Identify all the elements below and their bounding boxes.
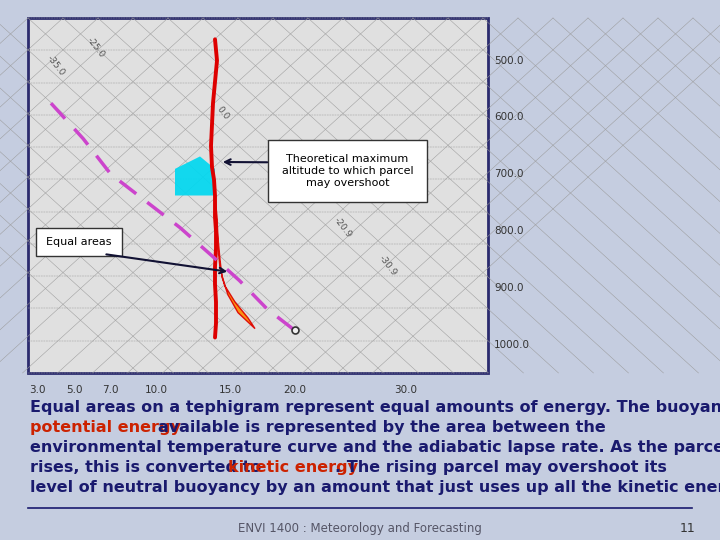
- Text: 11: 11: [679, 522, 695, 535]
- Text: . The rising parcel may overshoot its: . The rising parcel may overshoot its: [335, 460, 667, 475]
- Polygon shape: [175, 157, 215, 195]
- Text: available is represented by the area between the: available is represented by the area bet…: [158, 420, 606, 435]
- Text: Equal areas on a tephigram represent equal amounts of energy. The buoyant: Equal areas on a tephigram represent equ…: [30, 400, 720, 415]
- Text: 15.0: 15.0: [219, 385, 242, 395]
- Text: 800.0: 800.0: [494, 226, 523, 236]
- Text: -20.9: -20.9: [333, 216, 354, 240]
- Text: -25.0: -25.0: [85, 36, 107, 60]
- Text: potential energy: potential energy: [30, 420, 181, 435]
- Text: 30.0: 30.0: [394, 385, 417, 395]
- Text: -30.9: -30.9: [377, 254, 399, 278]
- FancyBboxPatch shape: [268, 140, 427, 202]
- Text: 1000.0: 1000.0: [494, 340, 530, 349]
- Text: 500.0: 500.0: [494, 56, 523, 65]
- Text: 7.0: 7.0: [102, 385, 119, 395]
- Text: 3.0: 3.0: [29, 385, 45, 395]
- Text: 10.0: 10.0: [145, 385, 168, 395]
- Text: level of neutral buoyancy by an amount that just uses up all the kinetic energy.: level of neutral buoyancy by an amount t…: [30, 480, 720, 495]
- Polygon shape: [215, 195, 255, 329]
- Text: Theoretical maximum
altitude to which parcel
may overshoot: Theoretical maximum altitude to which pa…: [282, 154, 413, 187]
- Text: -35.0: -35.0: [45, 54, 67, 78]
- Text: 700.0: 700.0: [494, 169, 523, 179]
- Text: rises, this is converted to: rises, this is converted to: [30, 460, 267, 475]
- Text: ENVI 1400 : Meteorology and Forecasting: ENVI 1400 : Meteorology and Forecasting: [238, 522, 482, 535]
- Text: 900.0: 900.0: [494, 283, 523, 293]
- Text: 600.0: 600.0: [494, 112, 523, 123]
- Bar: [28, 18, 488, 373]
- Text: kinetic energy: kinetic energy: [228, 460, 358, 475]
- Text: 20.0: 20.0: [283, 385, 306, 395]
- Text: 0.0: 0.0: [215, 105, 231, 122]
- Text: Equal areas: Equal areas: [46, 237, 112, 247]
- Text: 5.0: 5.0: [66, 385, 82, 395]
- FancyBboxPatch shape: [36, 228, 122, 256]
- Text: environmental temperature curve and the adiabatic lapse rate. As the parcel: environmental temperature curve and the …: [30, 440, 720, 455]
